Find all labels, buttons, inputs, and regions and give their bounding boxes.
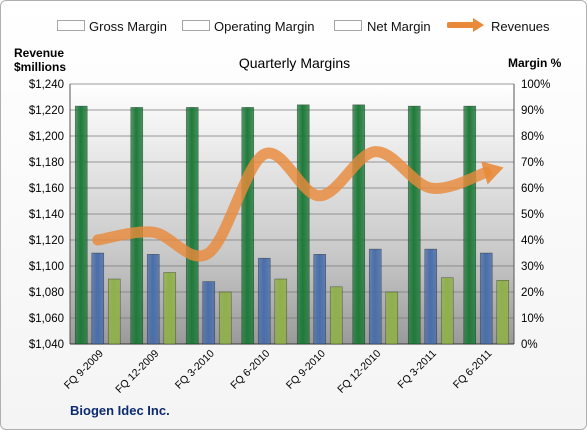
bar-operating-margin	[257, 257, 271, 345]
category-label: FQ 12-2010	[335, 348, 383, 396]
right-tick-label: 70%	[521, 157, 544, 169]
right-tick-label: 30%	[521, 261, 544, 273]
chart-title: Quarterly Margins	[238, 55, 351, 71]
category-label: FQ 6-2011	[451, 348, 495, 392]
bar-operating-margin	[91, 252, 105, 345]
bar-operating-margin	[146, 254, 160, 345]
right-tick-label: 90%	[521, 105, 544, 117]
legend-arrow-revenues-icon	[447, 18, 484, 32]
left-axis-header-line-2: $millions	[14, 60, 67, 74]
right-tick-label: 80%	[521, 131, 544, 143]
left-tick-label: $1,100	[29, 261, 64, 273]
right-tick-label: 40%	[521, 235, 544, 247]
revenues-line	[92, 146, 492, 262]
bar-net-margin	[496, 279, 510, 345]
legend-label-revenues: Revenues	[491, 19, 550, 34]
left-tick-label: $1,180	[29, 157, 64, 169]
revenues-arrowhead	[481, 161, 504, 185]
category-label: FQ 9-2010	[284, 348, 328, 392]
company-name: Biogen Idec Inc.	[70, 403, 170, 418]
bar-net-margin	[274, 278, 288, 345]
left-tick-label: $1,140	[29, 209, 64, 221]
left-axis-header-line-1: Revenue	[14, 46, 65, 60]
left-tick-label: $1,060	[29, 313, 64, 325]
right-tick-label: 20%	[521, 287, 544, 299]
right-tick-label: 10%	[521, 313, 544, 325]
bar-gross-margin	[241, 107, 255, 345]
bar-operating-margin	[368, 248, 382, 345]
bar-net-margin	[440, 277, 454, 345]
left-tick-label: $1,160	[29, 183, 64, 195]
left-tick-label: $1,220	[29, 105, 64, 117]
left-tick-label: $1,080	[29, 287, 64, 299]
left-tick-label: $1,040	[29, 339, 64, 351]
legend-swatch-net-margin	[334, 20, 362, 31]
legend-label-net-margin: Net Margin	[367, 19, 431, 34]
bar-operating-margin	[479, 252, 493, 345]
bar-gross-margin	[74, 105, 88, 345]
legend-label-gross-margin: Gross Margin	[89, 19, 168, 34]
bar-gross-margin	[185, 107, 199, 345]
left-tick-label: $1,120	[29, 235, 64, 247]
left-tick-label: $1,240	[29, 79, 64, 91]
bar-operating-margin	[313, 254, 327, 345]
left-axis-header: Revenue $millions	[14, 46, 66, 74]
right-tick-label: 100%	[521, 79, 550, 91]
left-tick-label: $1,200	[29, 131, 64, 143]
category-label: FQ 3-2011	[395, 348, 439, 392]
bar-net-margin	[163, 272, 177, 345]
category-label: FQ 3-2010	[173, 348, 217, 392]
right-tick-label: 60%	[521, 183, 544, 195]
bar-gross-margin	[130, 107, 144, 345]
bar-gross-margin	[407, 105, 421, 345]
right-tick-label: 50%	[521, 209, 544, 221]
bar-gross-margin	[296, 104, 310, 345]
category-label: FQ 12-2009	[113, 348, 161, 396]
category-label: FQ 9-2009	[62, 348, 106, 392]
bar-net-margin	[385, 291, 399, 345]
legend-swatch-operating-margin	[182, 20, 210, 31]
bar-gross-margin	[463, 105, 477, 345]
legend-swatch-gross-margin	[57, 20, 85, 31]
legend-label-operating-margin: Operating Margin	[214, 19, 315, 34]
bar-gross-margin	[352, 104, 366, 345]
bar-net-margin	[218, 291, 232, 345]
right-axis-header: Margin %	[508, 56, 562, 70]
bar-net-margin	[107, 278, 121, 345]
right-tick-label: 0%	[521, 339, 538, 351]
bar-operating-margin	[424, 248, 438, 345]
category-label: FQ 6-2010	[228, 348, 272, 392]
bar-operating-margin	[202, 281, 216, 345]
legend: Gross Margin Operating Margin Net Margin…	[1, 1, 586, 41]
bar-net-margin	[329, 286, 343, 345]
